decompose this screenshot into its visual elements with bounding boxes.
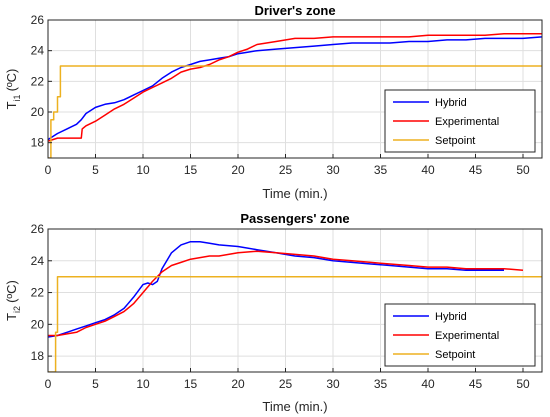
- y-label-subscript: i2: [12, 306, 22, 313]
- chart-1: 0 5 10 15 20 25 30 35 40 45 50 18 20 22 24 26 Driver's z…: [4, 3, 543, 201]
- series-group: [48, 33, 542, 158]
- y-label-main: T: [4, 101, 19, 109]
- series-line-hybrid: [48, 36, 542, 141]
- x-tick-label: 20: [231, 163, 245, 177]
- x-tick-label: 30: [326, 377, 340, 391]
- y-axis-label: Ti2 (ºC): [4, 280, 22, 321]
- x-tick-label: 50: [516, 377, 530, 391]
- series-line-hybrid: [48, 240, 504, 338]
- axes-box: [47, 19, 543, 159]
- x-axis-label: Time (min.): [262, 186, 327, 201]
- y-tick-label: 20: [31, 317, 45, 331]
- x-tick-label: 5: [92, 163, 99, 177]
- legend-entry-hybrid: Hybrid: [435, 311, 467, 323]
- x-tick-label: 35: [374, 163, 388, 177]
- x-tick-label: 25: [279, 377, 293, 391]
- legend-entry-hybrid: Hybrid: [435, 97, 467, 109]
- legend: Hybrid Experimental Setpoint: [384, 303, 536, 367]
- legend-entry-setpoint: Setpoint: [435, 349, 475, 361]
- chart-title: Driver's zone: [254, 3, 335, 18]
- chart-title: Passengers' zone: [240, 211, 349, 226]
- legend-entry-experimental: Experimental: [435, 330, 499, 342]
- x-tick-label: 5: [92, 377, 99, 391]
- y-label-main: T: [4, 313, 19, 321]
- y-tick-label: 22: [31, 74, 45, 88]
- series-line-experimental: [48, 250, 524, 337]
- series-line-experimental: [48, 33, 542, 142]
- y-tick-label: 24: [31, 254, 45, 268]
- series-line-setpoint: [48, 65, 542, 158]
- x-tick-label: 10: [136, 377, 150, 391]
- y-label-subscript: i1: [12, 94, 22, 101]
- x-tick-label: 30: [326, 163, 340, 177]
- y-tick-label: 24: [31, 44, 45, 58]
- x-tick-label: 45: [469, 377, 483, 391]
- y-tick-label: 26: [31, 13, 45, 27]
- y-label-unit: (ºC): [4, 280, 19, 303]
- x-tick-label: 40: [421, 163, 435, 177]
- x-tick-label: 45: [469, 163, 483, 177]
- x-tick-label: 10: [136, 163, 150, 177]
- chart-2: 0 5 10 15 20 25 30 35 40 45 50 18 20 22 24 26 Passengers…: [4, 211, 543, 414]
- x-tick-label: 35: [374, 377, 388, 391]
- y-tick-label: 18: [31, 349, 45, 363]
- x-tick-label: 25: [279, 163, 293, 177]
- x-tick-label: 40: [421, 377, 435, 391]
- x-tick-label: 0: [45, 377, 52, 391]
- series-group: [48, 240, 542, 372]
- y-tick-label: 22: [31, 286, 45, 300]
- y-tick-label: 20: [31, 105, 45, 119]
- x-tick-label: 20: [231, 377, 245, 391]
- x-tick-label: 15: [184, 377, 198, 391]
- x-tick-label: 15: [184, 163, 198, 177]
- x-tick-label: 0: [45, 163, 52, 177]
- x-tick-label: 50: [516, 163, 530, 177]
- y-tick-label: 26: [31, 222, 45, 236]
- y-axis-label: Ti1 (ºC): [4, 69, 22, 110]
- axes-box: [47, 228, 543, 373]
- y-tick-label: 18: [31, 136, 45, 150]
- legend: Hybrid Experimental Setpoint: [384, 89, 536, 153]
- legend-entry-experimental: Experimental: [435, 116, 499, 128]
- y-label-unit: (ºC): [4, 69, 19, 92]
- legend-entry-setpoint: Setpoint: [435, 135, 475, 147]
- x-axis-label: Time (min.): [262, 399, 327, 414]
- series-line-setpoint: [48, 275, 542, 372]
